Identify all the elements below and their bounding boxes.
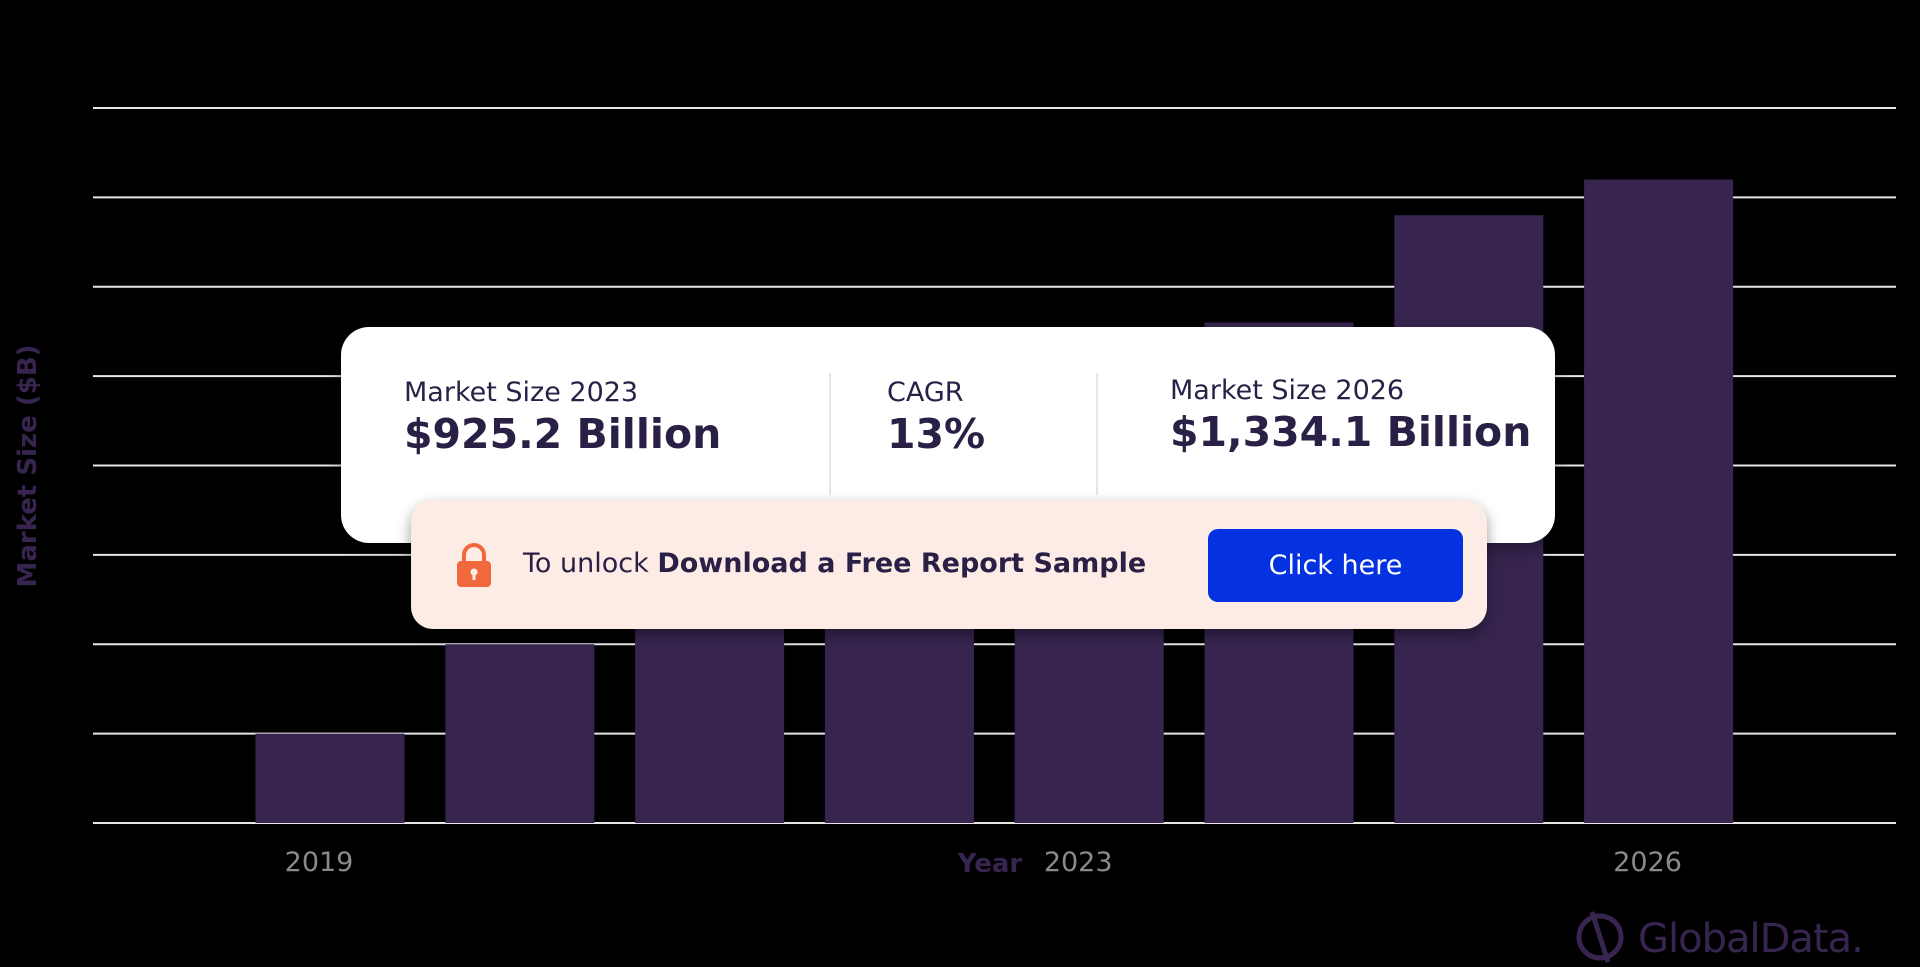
stat-value: $1,334.1 Billion — [1170, 408, 1532, 456]
x-tick-label-2019: 2019 — [285, 847, 354, 878]
bar-2020 — [445, 644, 595, 823]
x-tick-label-2026: 2026 — [1613, 847, 1682, 878]
stat-market-size-2023: Market Size 2023 $925.2 Billion — [404, 377, 721, 459]
stat-value: $925.2 Billion — [404, 410, 722, 458]
y-axis-title: Market Size ($B) — [13, 344, 43, 587]
stat-divider — [1096, 373, 1098, 495]
bar-2019 — [255, 733, 405, 823]
stat-cagr: CAGR 13% — [887, 377, 985, 459]
stat-label: Market Size 2023 — [404, 377, 639, 408]
stat-market-size-2026: Market Size 2026 $1,334.1 Billion — [1170, 375, 1531, 457]
stat-label: Market Size 2026 — [1170, 375, 1405, 406]
logo-text: GlobalData. — [1638, 916, 1863, 962]
x-axis-title: Year — [957, 849, 1023, 879]
stat-divider — [829, 373, 831, 495]
lock-icon — [457, 543, 491, 587]
x-tick-labels: 2019 2023 2026 — [285, 847, 1682, 878]
globaldata-logo-icon — [1576, 911, 1624, 963]
unlock-prefix: To unlock — [523, 548, 658, 579]
globaldata-logo: GlobalData. — [1576, 911, 1864, 963]
stat-label: CAGR — [887, 377, 964, 408]
click-here-button[interactable]: Click here — [1208, 529, 1463, 602]
unlock-banner: To unlock Download a Free Report Sample … — [411, 500, 1487, 629]
stat-value: 13% — [887, 410, 986, 458]
bar-2026 — [1584, 179, 1734, 823]
unlock-cta-text[interactable]: Download a Free Report Sample — [657, 548, 1147, 579]
unlock-message: To unlock Download a Free Report Sample — [523, 545, 1146, 583]
x-tick-label-2023: 2023 — [1044, 847, 1113, 878]
